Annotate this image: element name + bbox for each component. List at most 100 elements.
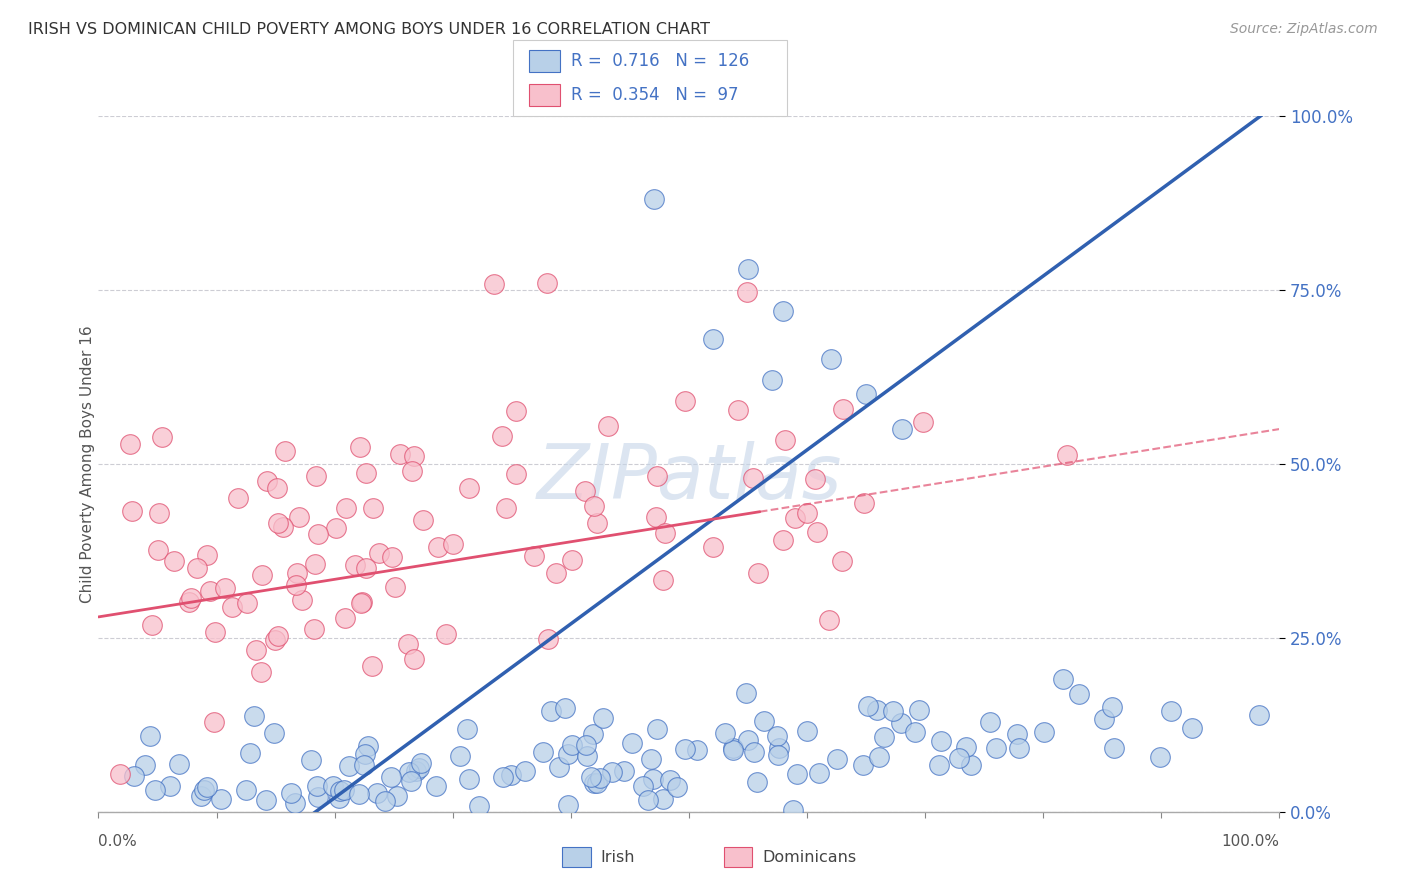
Point: [531, 745, 554, 759]
Point: [307, 789, 329, 804]
Point: [449, 749, 471, 764]
Point: [761, 373, 783, 387]
Point: [148, 542, 170, 557]
Point: [458, 772, 481, 787]
Point: [1052, 673, 1074, 687]
Point: [186, 560, 208, 574]
Point: [337, 759, 360, 773]
Point: [401, 464, 423, 478]
Point: [468, 799, 491, 814]
Point: [198, 584, 221, 599]
Point: [782, 803, 804, 817]
Point: [412, 513, 434, 527]
Point: [735, 686, 758, 700]
Point: [405, 764, 427, 778]
Point: [721, 742, 744, 756]
Point: [250, 665, 273, 679]
Point: [252, 567, 274, 582]
Point: [806, 524, 828, 539]
Point: [204, 625, 226, 640]
Point: [745, 775, 768, 789]
Text: R =  0.716   N =  126: R = 0.716 N = 126: [571, 52, 749, 70]
Point: [536, 276, 558, 290]
Point: [735, 285, 758, 300]
Point: [380, 770, 402, 784]
Point: [554, 701, 576, 715]
Point: [264, 632, 287, 647]
Point: [582, 776, 605, 790]
Point: [267, 516, 290, 531]
Point: [350, 595, 373, 609]
Point: [350, 596, 373, 610]
Point: [159, 780, 181, 794]
Point: [602, 764, 624, 779]
Point: [398, 765, 420, 780]
Point: [686, 743, 709, 757]
Point: [329, 783, 352, 797]
Point: [180, 591, 202, 605]
Point: [256, 475, 278, 489]
Point: [727, 403, 749, 417]
Point: [654, 526, 676, 541]
Point: [399, 774, 422, 789]
Point: [868, 750, 890, 764]
Point: [948, 751, 970, 765]
Point: [589, 771, 612, 785]
Point: [179, 595, 201, 609]
Point: [387, 789, 409, 804]
Text: Source: ZipAtlas.com: Source: ZipAtlas.com: [1230, 22, 1378, 37]
Point: [1056, 448, 1078, 462]
Point: [425, 779, 447, 793]
Text: R =  0.354   N =  97: R = 0.354 N = 97: [571, 86, 738, 104]
Point: [752, 714, 775, 729]
Point: [903, 724, 925, 739]
Point: [354, 747, 377, 761]
Point: [150, 429, 173, 443]
Point: [583, 499, 606, 513]
Point: [274, 444, 297, 458]
Point: [195, 780, 218, 794]
Point: [721, 740, 744, 755]
Point: [796, 506, 818, 520]
Point: [305, 779, 328, 793]
Point: [645, 468, 668, 483]
Point: [548, 760, 571, 774]
Point: [354, 561, 377, 575]
Point: [108, 766, 131, 780]
Point: [643, 772, 665, 786]
Point: [643, 193, 665, 207]
Point: [335, 501, 357, 516]
Point: [209, 791, 232, 805]
Point: [575, 738, 598, 752]
Point: [501, 768, 523, 782]
Point: [267, 629, 290, 643]
Point: [243, 709, 266, 723]
Point: [254, 792, 277, 806]
Point: [404, 449, 426, 463]
Point: [585, 776, 607, 790]
Point: [118, 437, 141, 451]
Point: [747, 566, 769, 580]
Point: [561, 553, 583, 567]
Point: [388, 447, 411, 461]
Text: Irish: Irish: [600, 850, 636, 864]
Point: [852, 757, 875, 772]
Point: [540, 704, 562, 718]
Point: [283, 796, 305, 810]
Text: Dominicans: Dominicans: [762, 850, 856, 864]
Point: [832, 402, 855, 417]
Point: [783, 511, 806, 525]
Point: [928, 758, 950, 772]
Point: [325, 520, 347, 534]
Point: [1067, 687, 1090, 701]
Point: [592, 711, 614, 725]
Point: [825, 752, 848, 766]
Point: [361, 659, 384, 673]
Point: [808, 766, 831, 780]
Point: [328, 790, 350, 805]
Point: [408, 762, 430, 776]
Point: [702, 541, 724, 555]
Point: [908, 703, 931, 717]
Point: [426, 540, 449, 554]
Text: 100.0%: 100.0%: [1222, 834, 1279, 849]
